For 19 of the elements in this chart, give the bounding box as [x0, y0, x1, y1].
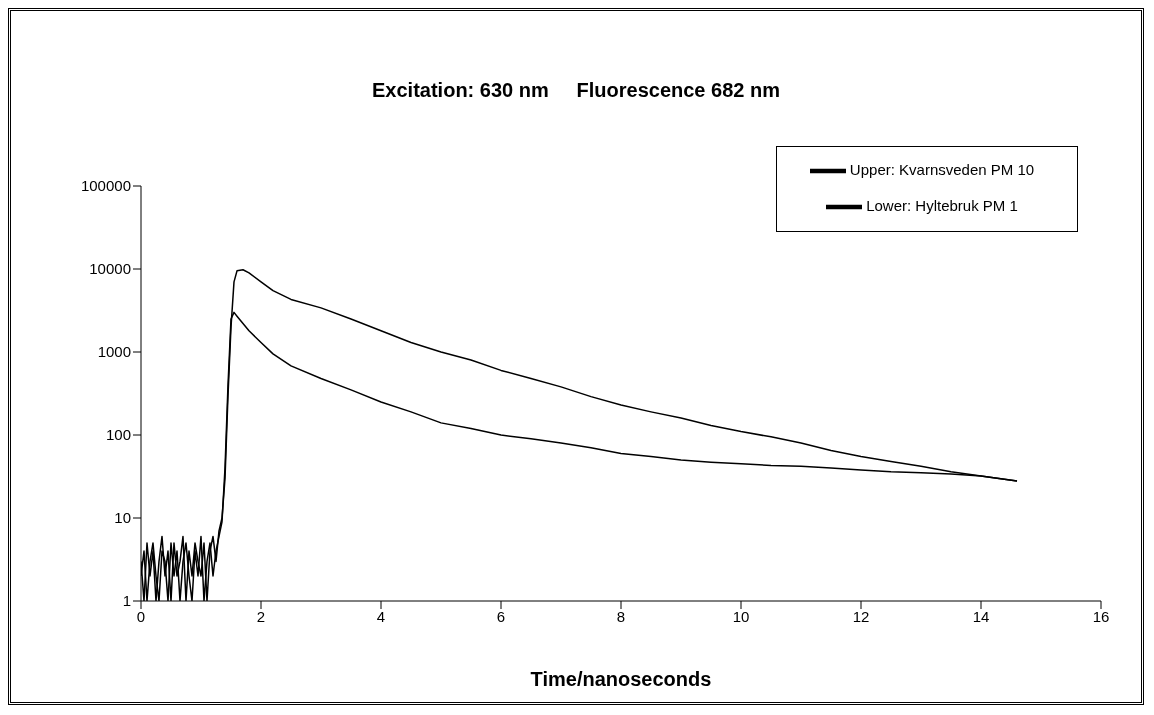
chart-title: Excitation: 630 nm Fluorescence 682 nm — [371, 79, 781, 102]
x-tick-label: 4 — [376, 607, 386, 625]
y-tick-label: 10000 — [89, 260, 131, 278]
x-tick-label: 0 — [136, 607, 146, 625]
x-tick-label: 8 — [616, 607, 626, 625]
x-axis-title: Time/nanoseconds — [530, 668, 712, 690]
y-tick-label: 100 — [105, 426, 131, 444]
legend-label: Lower: Hyltebruk PM 1 — [866, 196, 1018, 214]
y-tick-label: 1000 — [97, 343, 131, 361]
y-tick-label: 1 — [122, 592, 131, 610]
legend-label: Upper: Kvarnsveden PM 10 — [849, 160, 1035, 178]
x-tick-label: 2 — [256, 607, 266, 625]
y-tick-label: 10 — [114, 509, 131, 527]
x-tick-label: 10 — [732, 607, 750, 625]
x-tick-label: 6 — [496, 607, 506, 625]
y-tick-label: 100000 — [80, 177, 131, 195]
x-tick-label: 16 — [1092, 607, 1110, 625]
x-tick-label: 12 — [852, 607, 870, 625]
x-tick-label: 14 — [972, 607, 990, 625]
